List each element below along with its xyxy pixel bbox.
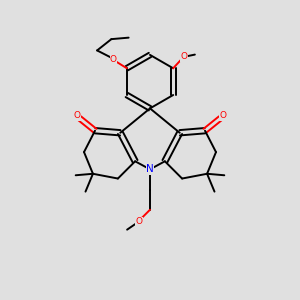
Text: N: N [146, 164, 154, 174]
Text: O: O [74, 111, 81, 120]
Text: O: O [219, 111, 226, 120]
Text: O: O [136, 217, 142, 226]
Text: O: O [180, 52, 187, 62]
Text: O: O [110, 56, 117, 64]
